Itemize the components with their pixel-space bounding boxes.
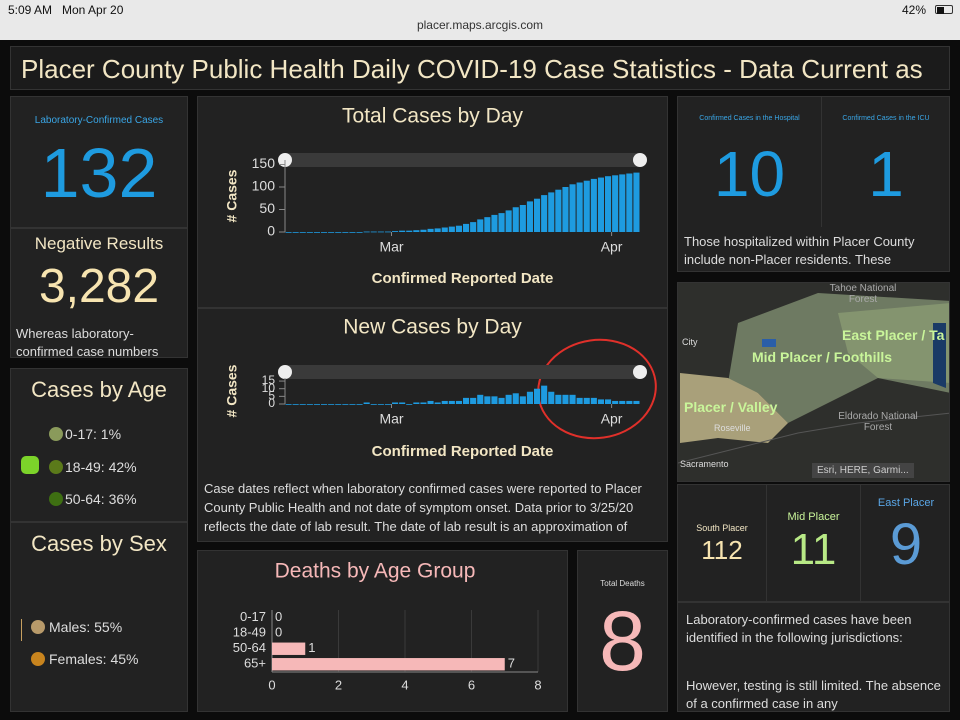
legend-item: 18-49: 42% — [65, 459, 137, 475]
marker — [762, 339, 776, 347]
value: 10 — [713, 138, 786, 210]
map-label: Roseville — [714, 423, 751, 433]
region-name: South Placer — [696, 523, 748, 533]
footnote: Case dates reflect when laboratory confi… — [204, 481, 642, 534]
url[interactable]: placer.maps.arcgis.com — [416, 18, 544, 32]
title: Cases by Sex — [31, 531, 167, 556]
note: However, testing is still limited. The a… — [686, 678, 941, 711]
header-title: Placer County Public Health Daily COVID-… — [21, 54, 923, 84]
map-label: Eldorado National Forest — [838, 411, 918, 433]
legend-dot — [31, 620, 45, 634]
road — [678, 412, 949, 464]
map-label: City — [682, 337, 698, 347]
negative-panel: Negative Results 3,282 Whereas laborator… — [10, 228, 188, 358]
map-panel: Tahoe National Forest East Placer / Ta M… — [677, 282, 950, 482]
map — [678, 283, 949, 481]
map-label: Mid Placer / Foothills — [752, 349, 893, 365]
header: Placer County Public Health Daily COVID-… — [10, 46, 950, 90]
value: 132 — [40, 134, 158, 212]
time: 5:09 AM — [8, 3, 53, 17]
value: 1 — [868, 138, 904, 210]
note: Those hospitalized within Placer County … — [684, 234, 915, 267]
legend-dot — [49, 427, 63, 441]
legend-item: 50-64: 36% — [65, 491, 137, 507]
value: 3,282 — [38, 260, 160, 313]
region-east — [838, 303, 949, 383]
region-name: East Placer — [877, 497, 935, 509]
lake — [933, 323, 946, 388]
new-cases-panel: Case dates reflect when laboratory confi… — [197, 308, 668, 542]
sex-panel: Cases by Sex Males: 55% Females: 45% — [10, 522, 188, 712]
attribution[interactable]: Esri, HERE, Garmi... — [812, 463, 914, 478]
legend-item: Females: 45% — [49, 651, 139, 667]
text: Laboratory-confirmed cases have been ide… — [686, 612, 912, 645]
hospital-panel: Confirmed Cases in the Hospital 10 Confi… — [677, 96, 950, 272]
region-value: 11 — [790, 525, 837, 574]
legend-item: 0-17: 1% — [65, 426, 122, 442]
legend-item: Males: 55% — [49, 619, 123, 635]
deaths-panel — [197, 550, 568, 712]
region-value: 112 — [701, 535, 743, 565]
legend-dot — [49, 460, 63, 474]
lab-confirmed-panel: Laboratory-Confirmed Cases 132 — [10, 96, 188, 228]
value: 8 — [599, 594, 646, 688]
label: Laboratory-Confirmed Cases — [34, 115, 164, 126]
divider — [860, 485, 861, 601]
label: Confirmed Cases in the ICU — [842, 115, 930, 122]
map-label: Placer / Valley — [684, 399, 778, 415]
region-name: Mid Placer — [787, 511, 840, 523]
total-deaths-panel: Total Deaths 8 — [577, 550, 668, 712]
regions-panel: South Placer 112 Mid Placer 11 East Plac… — [677, 484, 950, 602]
title: Cases by Age — [31, 377, 167, 402]
label: Confirmed Cases in the Hospital — [699, 115, 800, 122]
label: Total Deaths — [600, 579, 645, 588]
divider — [766, 485, 767, 601]
status-bar: 5:09 AM Mon Apr 20 42% placer.maps.arcgi… — [0, 0, 960, 40]
total-cases-panel — [197, 96, 668, 308]
note: Whereas laboratory-confirmed case number… — [16, 326, 159, 358]
jurisdictions-panel: Laboratory-confirmed cases have been ide… — [677, 602, 950, 712]
label: Negative Results — [34, 234, 164, 253]
battery: 42% — [902, 3, 927, 17]
map-label: East Placer / Ta — [842, 327, 945, 343]
battery-icon — [935, 5, 953, 14]
marker — [21, 619, 22, 641]
legend-dot — [31, 652, 45, 666]
map-label: Sacramento — [680, 459, 729, 469]
age-panel: Cases by Age 0-17: 1% 18-49: 42% 50-64: … — [10, 368, 188, 522]
divider — [821, 97, 822, 227]
map-label: Tahoe National Forest — [829, 283, 897, 305]
region-valley — [680, 373, 788, 443]
date: Mon Apr 20 — [62, 3, 124, 17]
legend-dot — [49, 492, 63, 506]
legend-icon — [21, 456, 39, 474]
region-value: 9 — [889, 512, 923, 577]
